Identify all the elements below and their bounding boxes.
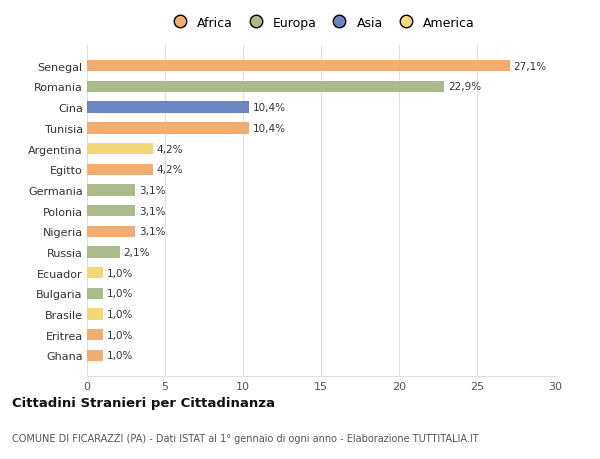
Bar [87, 185, 136, 196]
Bar [87, 102, 249, 113]
Text: 3,1%: 3,1% [139, 185, 166, 196]
Text: 4,2%: 4,2% [157, 165, 183, 175]
Text: 27,1%: 27,1% [514, 62, 547, 72]
Text: 2,1%: 2,1% [124, 247, 150, 257]
Bar [87, 164, 152, 175]
Bar [87, 309, 103, 320]
Text: 1,0%: 1,0% [107, 351, 133, 361]
Bar [87, 268, 103, 279]
Text: Cittadini Stranieri per Cittadinanza: Cittadini Stranieri per Cittadinanza [12, 396, 275, 409]
Text: 10,4%: 10,4% [253, 123, 286, 134]
Bar [87, 350, 103, 361]
Bar [87, 61, 510, 72]
Bar [87, 288, 103, 299]
Bar [87, 330, 103, 341]
Bar [87, 206, 136, 217]
Text: 1,0%: 1,0% [107, 268, 133, 278]
Bar [87, 247, 120, 258]
Text: 1,0%: 1,0% [107, 289, 133, 299]
Text: 4,2%: 4,2% [157, 144, 183, 154]
Text: 1,0%: 1,0% [107, 309, 133, 319]
Bar [87, 226, 136, 237]
Text: 10,4%: 10,4% [253, 103, 286, 113]
Text: 22,9%: 22,9% [448, 82, 481, 92]
Text: COMUNE DI FICARAZZI (PA) - Dati ISTAT al 1° gennaio di ogni anno - Elaborazione : COMUNE DI FICARAZZI (PA) - Dati ISTAT al… [12, 433, 479, 442]
Legend: Africa, Europa, Asia, America: Africa, Europa, Asia, America [164, 14, 478, 32]
Bar [87, 82, 444, 93]
Text: 1,0%: 1,0% [107, 330, 133, 340]
Text: 3,1%: 3,1% [139, 206, 166, 216]
Bar [87, 123, 249, 134]
Bar [87, 144, 152, 155]
Text: 3,1%: 3,1% [139, 227, 166, 237]
